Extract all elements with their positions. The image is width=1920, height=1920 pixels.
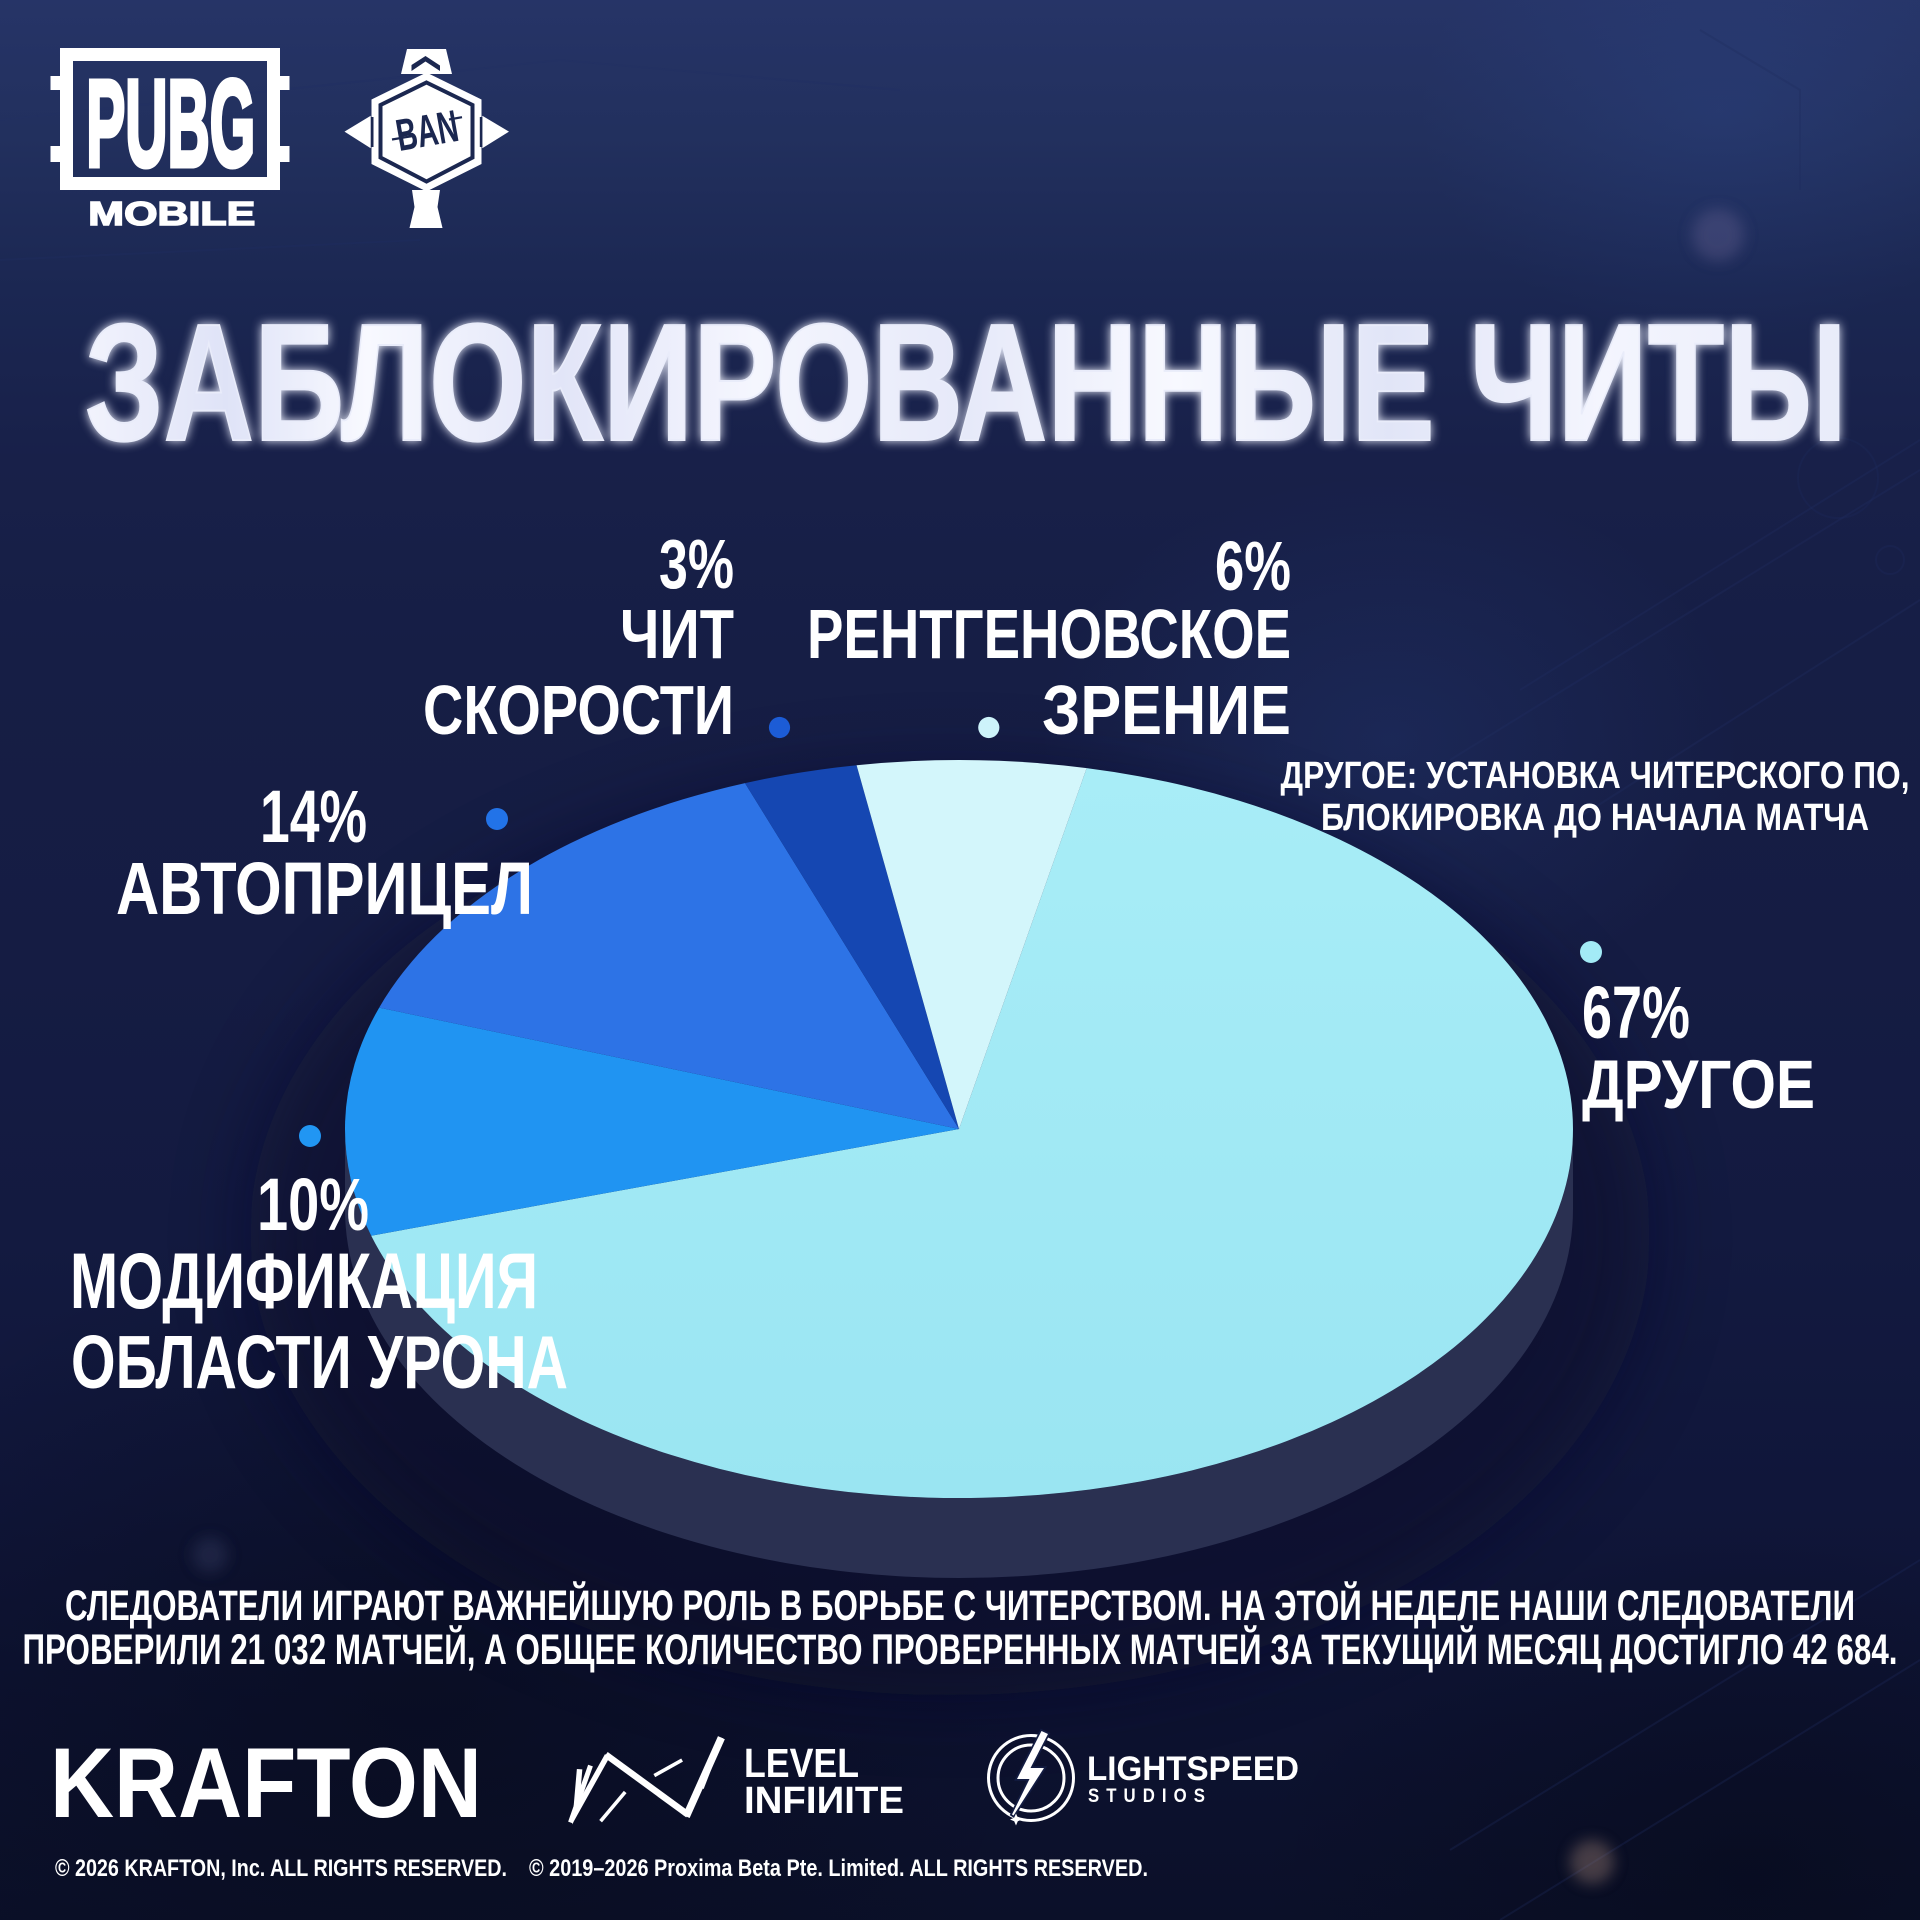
svg-text:BAN: BAN [392,100,462,161]
svg-text:РЕНТГЕНОВСКОЕ: РЕНТГЕНОВСКОЕ [807,595,1291,673]
svg-text:БЛОКИРОВКА ДО НАЧАЛА МАТЧА: БЛОКИРОВКА ДО НАЧАЛА МАТЧА [1321,797,1869,839]
svg-text:3%: 3% [659,525,734,603]
svg-text:ЧИТ: ЧИТ [620,595,734,673]
svg-text:СКОРОСТИ: СКОРОСТИ [423,671,734,749]
svg-text:67%: 67% [1582,971,1690,1054]
svg-text:6%: 6% [1215,527,1291,605]
svg-text:LEVEL: LEVEL [744,1740,859,1786]
svg-text:INFIИITE: INFIИITE [744,1780,904,1822]
svg-text:STUDIOS: STUDIOS [1088,1786,1212,1807]
svg-text:ДРУГОЕ: ДРУГОЕ [1582,1046,1815,1123]
svg-text:PUBG: PUBG [86,56,255,193]
svg-text:ЗАБЛОКИРОВАННЫЕ ЧИТЫ: ЗАБЛОКИРОВАННЫЕ ЧИТЫ [85,290,1847,476]
svg-text:© 2019–2026 Proxima Beta Pte.: © 2019–2026 Proxima Beta Pte. Limited. A… [529,1855,1148,1882]
svg-text:© 2026 KRAFTON, Inc. ALL RIGHT: © 2026 KRAFTON, Inc. ALL RIGHTS RESERVED… [55,1855,507,1882]
svg-text:МОДИФИКАЦИЯ: МОДИФИКАЦИЯ [70,1236,538,1325]
svg-text:СЛЕДОВАТЕЛИ ИГРАЮТ ВАЖНЕЙШУЮ Р: СЛЕДОВАТЕЛИ ИГРАЮТ ВАЖНЕЙШУЮ РОЛЬ В БОРЬ… [65,1581,1855,1630]
svg-text:ЗРЕНИЕ: ЗРЕНИЕ [1042,671,1291,749]
svg-text:KRAFTON: KRAFTON [50,1727,482,1838]
svg-text:14%: 14% [260,775,367,858]
svg-text:АВТОПРИЦЕЛ: АВТОПРИЦЕЛ [116,847,533,930]
svg-text:ОБЛАСТИ УРОНА: ОБЛАСТИ УРОНА [71,1320,568,1404]
svg-text:10%: 10% [257,1163,369,1246]
svg-text:ПРОВЕРИЛИ 21 032 МАТЧЕЙ, А ОБЩ: ПРОВЕРИЛИ 21 032 МАТЧЕЙ, А ОБЩЕЕ КОЛИЧЕС… [23,1625,1898,1674]
svg-text:MOBILE: MOBILE [88,195,255,232]
svg-text:LIGHTSPEED: LIGHTSPEED [1087,1750,1299,1788]
svg-text:ДРУГОЕ: УСТАНОВКА ЧИТЕРСКОГО П: ДРУГОЕ: УСТАНОВКА ЧИТЕРСКОГО ПО, [1281,755,1910,797]
